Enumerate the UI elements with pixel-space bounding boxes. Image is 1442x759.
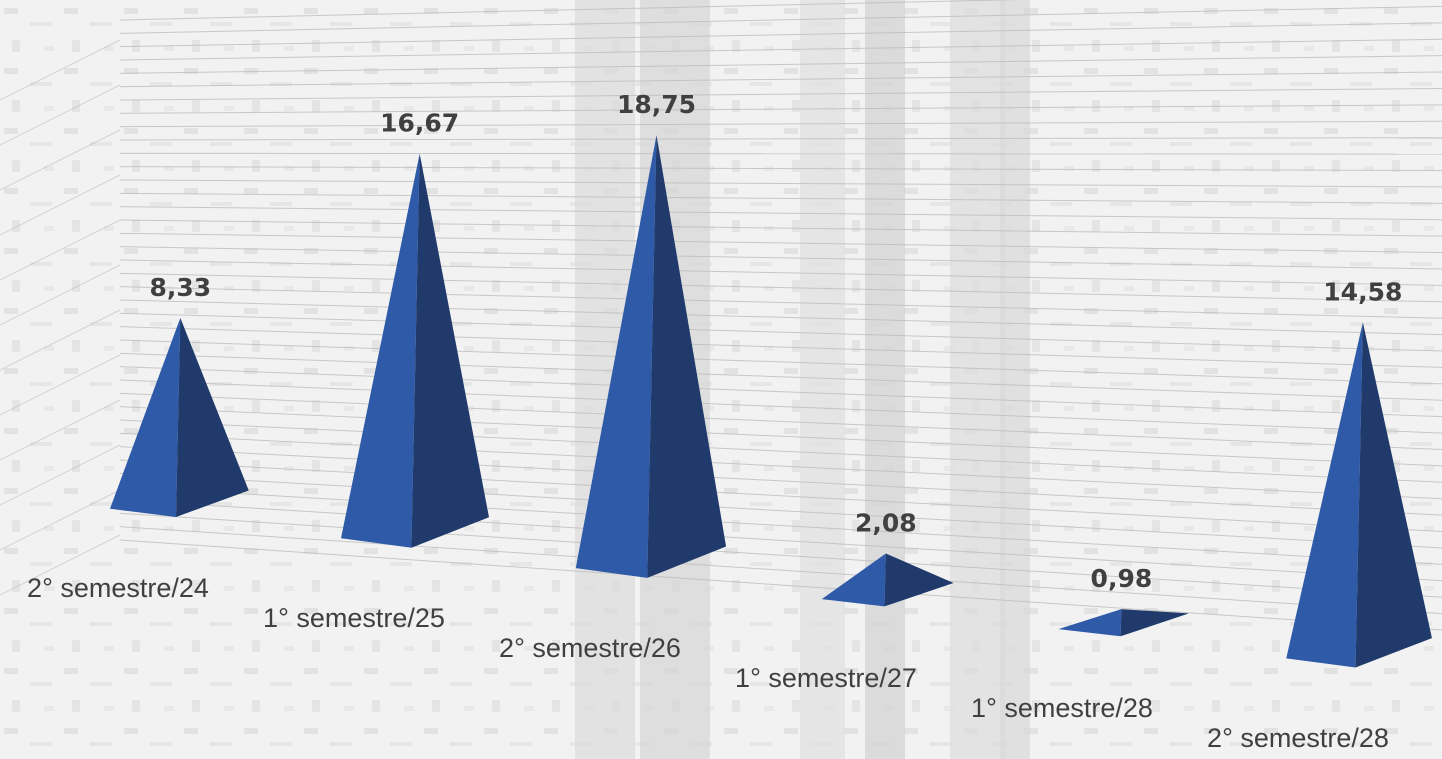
grid-line: [119, 392, 1442, 450]
pyramid-front-face: [821, 553, 886, 607]
grid-line: [0, 129, 121, 191]
category-label: 1° semestre/25: [263, 603, 445, 633]
grid-line: [119, 339, 1442, 385]
category-label: 2° semestre/28: [1207, 723, 1389, 753]
grid-line: [0, 39, 121, 101]
data-label: 14,58: [1323, 277, 1402, 306]
building-shape: [800, 0, 845, 759]
grid-line: [0, 264, 121, 326]
building-shape: [1000, 0, 1030, 759]
data-label: 8,33: [149, 273, 211, 302]
pyramid-side-face: [176, 317, 249, 517]
grid-line: [119, 272, 1442, 303]
data-label: 16,67: [380, 109, 459, 138]
category-label: 1° semestre/28: [971, 693, 1153, 723]
grid-line: [119, 326, 1442, 368]
grid-line: [119, 312, 1442, 352]
grid-line: [119, 352, 1442, 401]
pyramid-side-face: [411, 153, 490, 548]
grid-line: [0, 219, 121, 281]
building-shape: [865, 0, 905, 759]
grid-line: [0, 534, 121, 596]
grid-line: [119, 419, 1442, 483]
grid-line: [119, 526, 1442, 615]
grid-line: [119, 512, 1442, 598]
grid-line: [119, 286, 1442, 319]
grid-line: [0, 399, 121, 461]
pyramid-side-face: [647, 135, 727, 578]
building-shape: [950, 0, 1005, 759]
pyramids: [110, 135, 1432, 668]
grid-line: [0, 84, 121, 146]
grid-line: [119, 366, 1442, 418]
pyramid-front-face: [1286, 322, 1363, 668]
pyramid-front-face: [1058, 609, 1122, 637]
grid-line: [0, 354, 121, 416]
pyramid-side-face: [1120, 609, 1189, 637]
grid-line: [119, 432, 1442, 500]
grid-line: [119, 379, 1442, 434]
grid-line: [119, 406, 1442, 467]
data-label: 18,75: [617, 90, 696, 119]
grid-line: [119, 206, 1442, 221]
grid-line: [119, 152, 1442, 155]
grid-line: [119, 246, 1442, 270]
grid-line: [0, 309, 121, 371]
pyramid-side-face: [884, 553, 954, 607]
grid-line: [119, 0, 1024, 21]
grid-line: [119, 55, 1442, 74]
grid-line: [119, 87, 1442, 101]
pyramid-front-face: [340, 153, 420, 548]
grid-line: [119, 192, 1442, 204]
grid-line: [119, 38, 1442, 61]
grid-line: [119, 446, 1442, 516]
grid-lines: [0, 0, 1442, 631]
pyramid-front-face: [575, 135, 657, 578]
grid-line: [119, 179, 1442, 188]
pyramid-side-face: [1355, 322, 1432, 668]
pyramid-front-face: [110, 317, 181, 517]
grid-line: [119, 5, 1442, 34]
grid-line: [119, 71, 1442, 88]
grid-line: [119, 104, 1442, 114]
grid-line: [0, 444, 121, 506]
labels: 8,33 2° semestre/24 16,67 1° semestre/25 18,…: [27, 90, 1402, 753]
grid-line: [119, 459, 1442, 533]
pyramid-0: [110, 317, 249, 517]
grid-line: [119, 219, 1442, 237]
grid-line: [119, 472, 1442, 549]
grid-line: [119, 232, 1442, 254]
category-label: 2° semestre/26: [499, 633, 681, 663]
grid-line: [119, 539, 1442, 631]
grid-line: [119, 22, 1442, 48]
grid-line: [119, 486, 1442, 565]
pyramid-1: [340, 153, 490, 548]
category-label: 2° semestre/24: [27, 573, 209, 603]
grid-line: [119, 166, 1442, 172]
category-label: 1° semestre/27: [735, 663, 917, 693]
background-buildings: [575, 0, 1030, 759]
grid-line: [119, 137, 1442, 141]
data-label: 2,08: [855, 509, 917, 538]
grid-line: [119, 120, 1442, 128]
pyramid-3: [821, 553, 954, 607]
grid-line: [119, 259, 1442, 286]
grid-line: [119, 299, 1442, 336]
grid-line: [0, 174, 121, 236]
grid-line: [119, 499, 1442, 582]
pyramid-4: [1058, 609, 1189, 637]
pyramid-2: [575, 135, 727, 578]
pyramid-5: [1286, 322, 1432, 668]
data-label: 0,98: [1091, 564, 1153, 593]
grid-line: [0, 489, 121, 551]
